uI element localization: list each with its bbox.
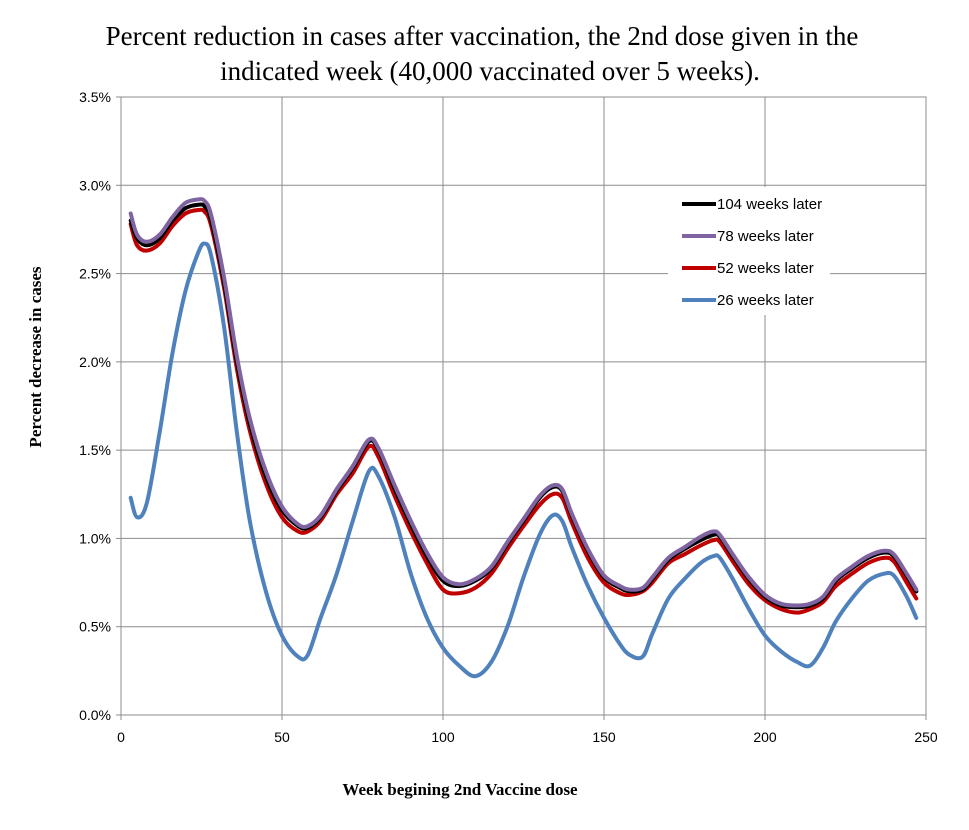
y-tick-label: 1.5% (79, 442, 111, 458)
x-tick-label: 50 (274, 729, 290, 745)
plot-border (120, 96, 927, 716)
legend-label: 104 weeks later (717, 196, 822, 213)
x-tick-label: 0 (117, 729, 125, 745)
x-axis-title: Week begining 2nd Vaccine dose (342, 780, 578, 799)
series-lines (128, 197, 919, 679)
legend: 104 weeks later 78 weeks later 52 weeks la… (668, 187, 830, 315)
x-tick-label: 150 (592, 729, 616, 745)
legend-label: 26 weeks later (717, 292, 814, 309)
y-axis-ticks: 0.0% 0.5% 1.0% 1.5% 2.0% 2.5% 3.0% 3.5% (79, 89, 121, 723)
y-tick-label: 0.0% (79, 707, 111, 723)
y-tick-label: 0.5% (79, 619, 111, 635)
x-axis-ticks: 0 50 100 150 200 250 (117, 715, 938, 745)
chart-title-line-2: indicated week (40,000 vaccinated over 5… (220, 56, 760, 86)
plot-area-border (120, 96, 927, 716)
legend-background (668, 187, 830, 315)
y-tick-label: 1.0% (79, 530, 111, 546)
y-tick-label: 2.0% (79, 354, 111, 370)
x-tick-label: 250 (914, 729, 938, 745)
y-tick-label: 2.5% (79, 266, 111, 282)
legend-label: 78 weeks later (717, 228, 814, 245)
y-tick-label: 3.5% (79, 89, 111, 105)
series-line-78-weeks-later (128, 197, 919, 608)
series-line-26-weeks-later (128, 241, 919, 679)
x-tick-label: 200 (753, 729, 777, 745)
chart-title-line-1: Percent reduction in cases after vaccina… (106, 21, 859, 51)
legend-label: 52 weeks later (717, 260, 814, 277)
y-axis-title: Percent decrease in cases (26, 266, 45, 447)
x-tick-label: 100 (431, 729, 455, 745)
y-tick-label: 3.0% (79, 177, 111, 193)
